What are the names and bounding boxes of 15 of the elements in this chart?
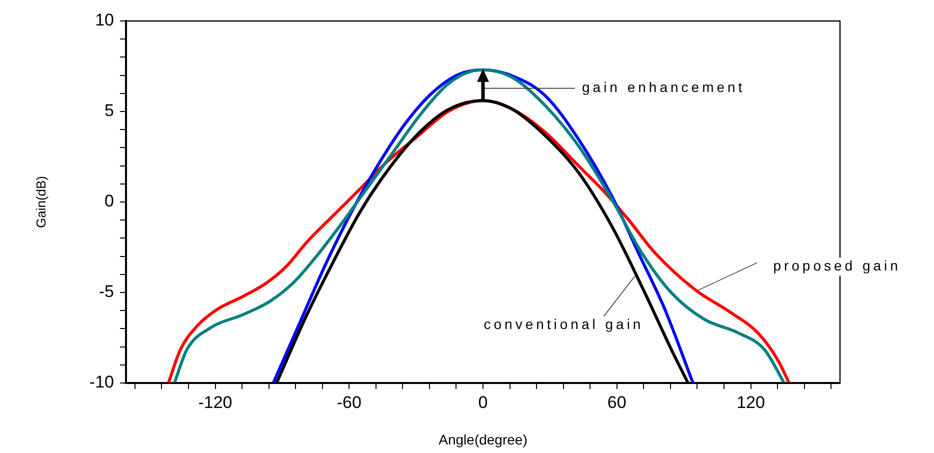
x-tick-label: -120 [198, 392, 232, 412]
y-axis-title: Gain(dB) [33, 176, 48, 228]
y-tick-label: 0 [104, 192, 114, 211]
annotation: proposed gain [773, 258, 901, 274]
y-tick-label: 5 [104, 101, 114, 120]
annotation: gain enhancement [582, 79, 746, 96]
x-tick-label: 120 [736, 392, 765, 412]
annotation: conventional gain [484, 316, 644, 332]
y-tick-label: -10 [89, 372, 114, 392]
y-tick-label: -5 [98, 282, 114, 302]
x-tick-label: 0 [478, 392, 488, 412]
x-tick-label: -60 [336, 392, 362, 412]
x-axis-title: Angle(degree) [438, 431, 528, 448]
y-tick-label: 10 [95, 10, 114, 30]
x-tick-label: 60 [607, 392, 626, 412]
